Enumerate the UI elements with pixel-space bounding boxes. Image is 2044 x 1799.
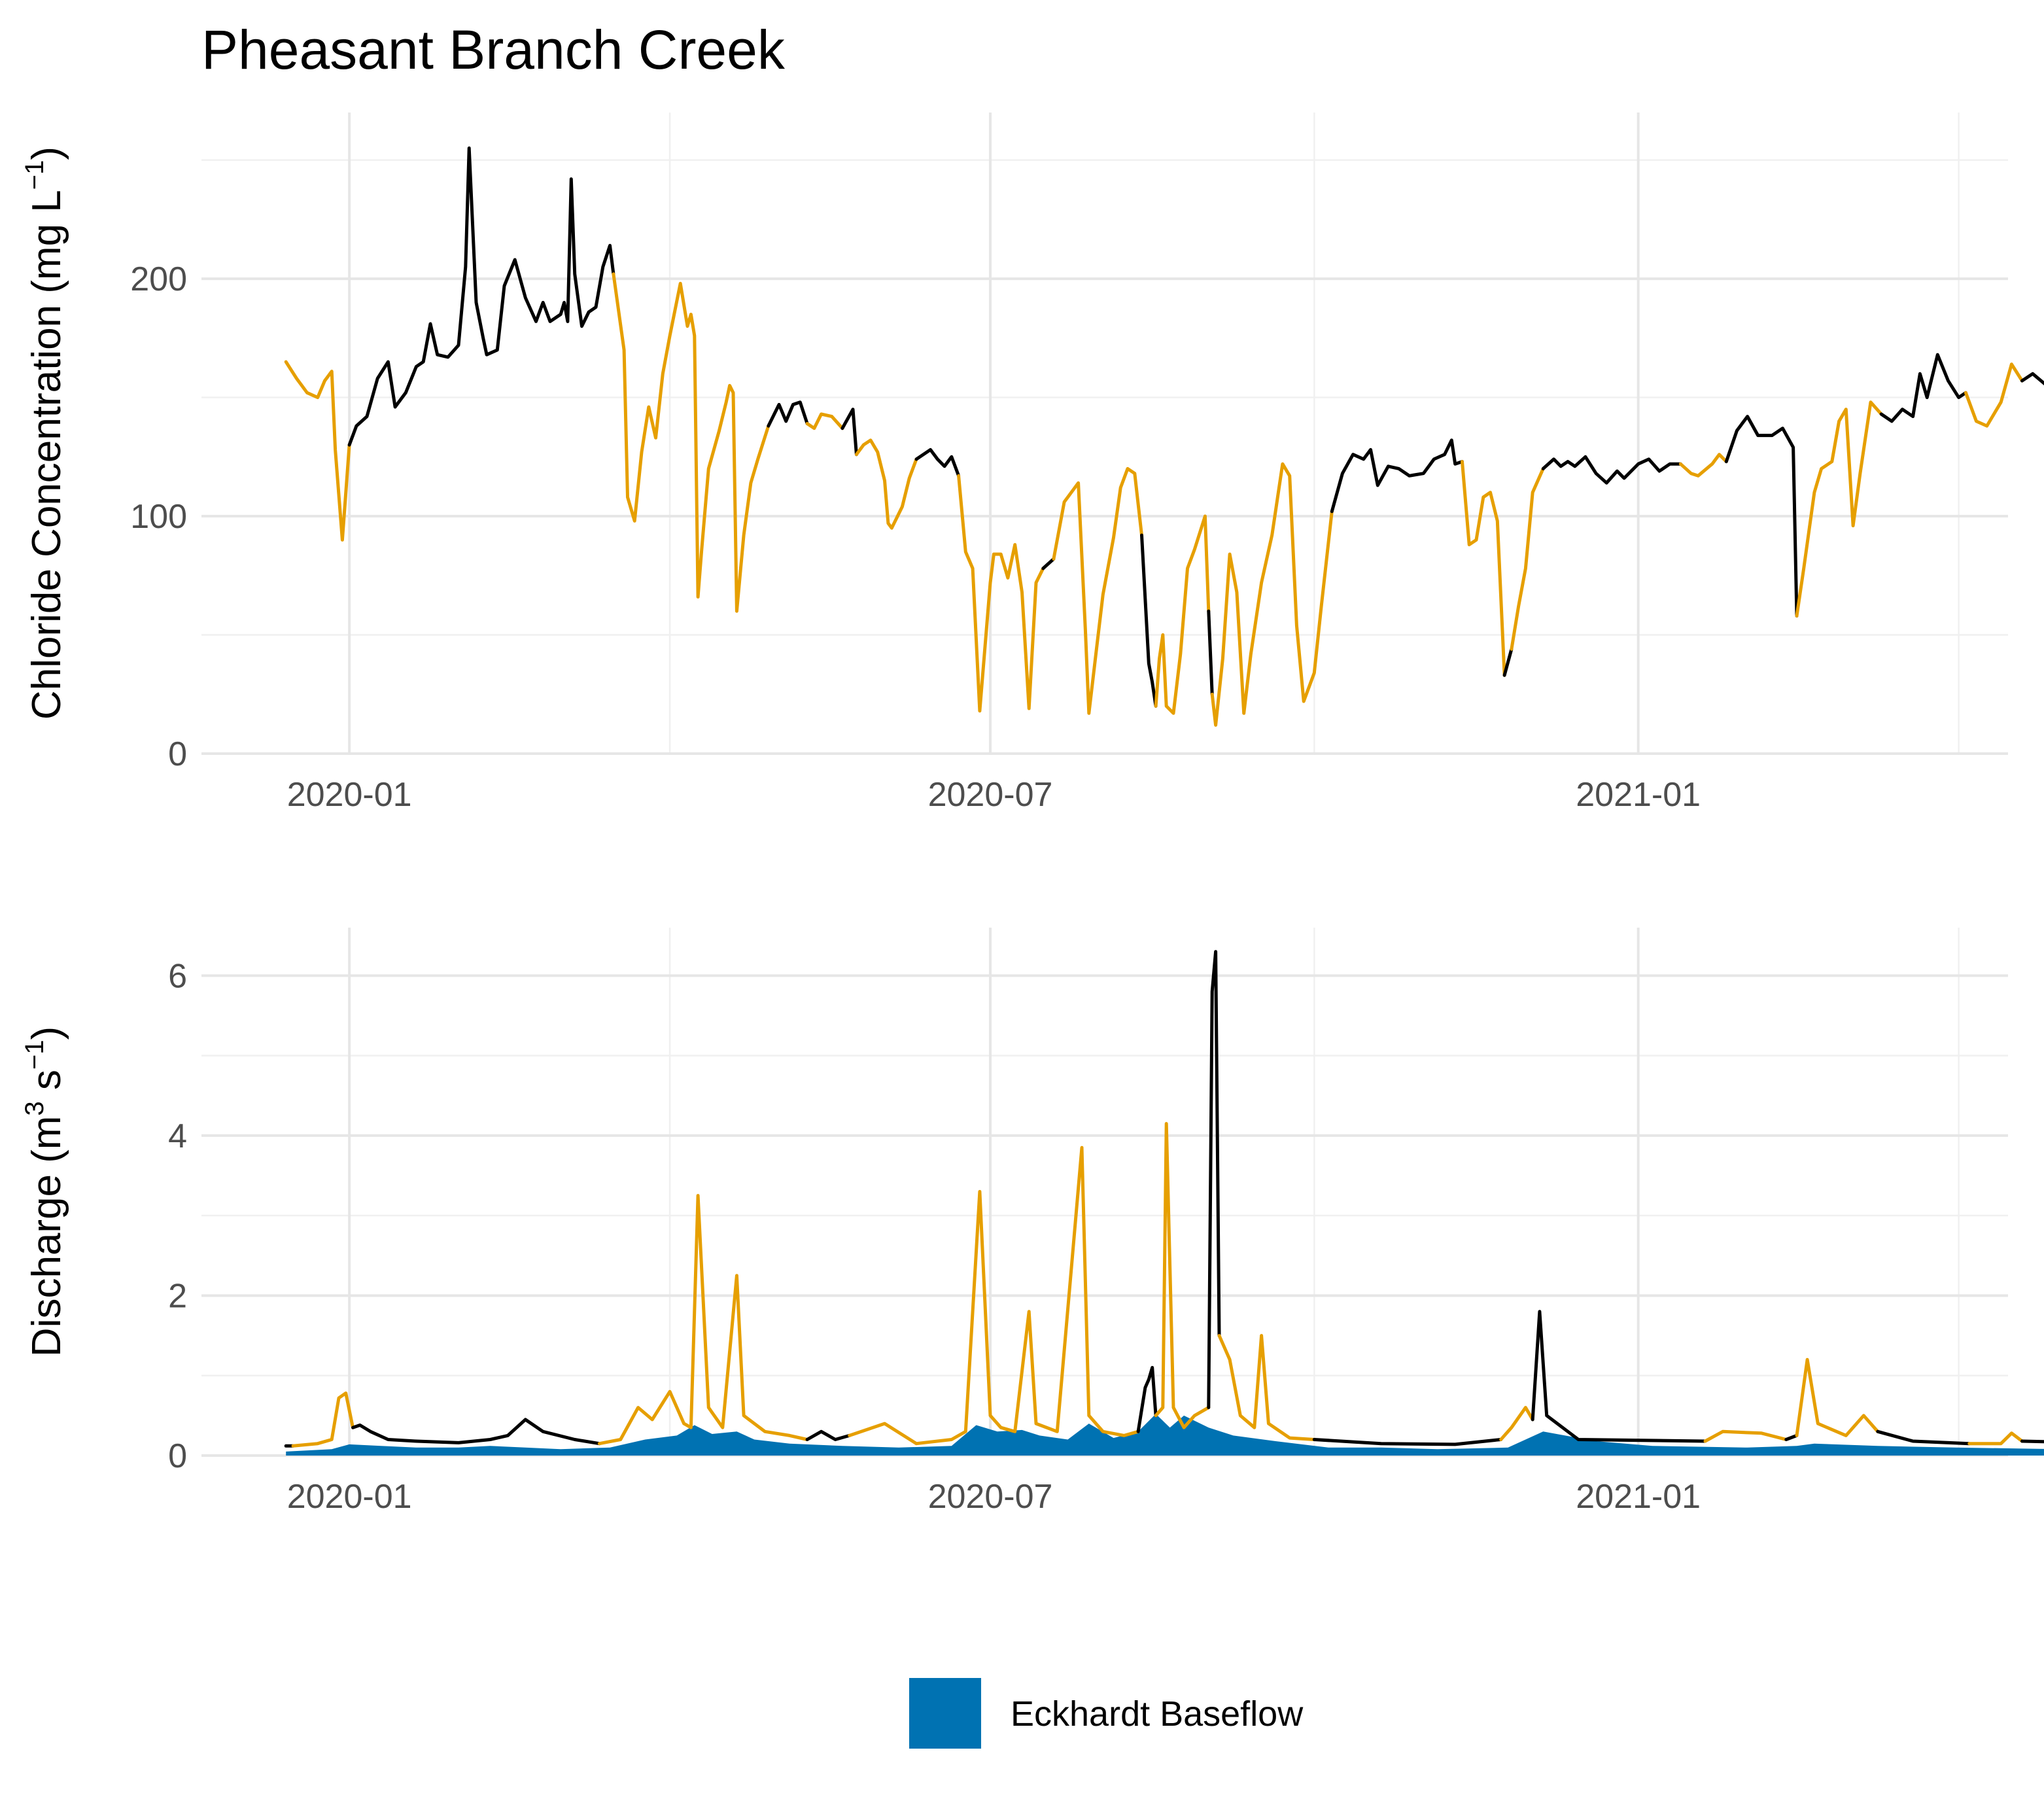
discharge-line-non-event-segment [1312,1438,1503,1446]
chloride-line-event-segment [1461,460,1506,677]
discharge-line-event-segment [1703,1429,1788,1443]
legend-baseflow-swatch [909,1678,981,1749]
legend: Eckhardt Baseflow [909,1678,1304,1749]
chloride-line-event-segment [1795,400,1883,618]
chloride-line-non-event-segment [767,400,809,428]
x-tick-label: 2021-01 [1576,776,1701,814]
y-tick-label: 6 [168,957,187,995]
chloride-line-event-segment [854,438,918,530]
y-tick-label: 200 [130,260,187,298]
chloride-line-event-segment [1510,466,1545,651]
chloride-line-non-event-segment [1502,647,1514,677]
x-tick-label: 2020-07 [928,776,1053,814]
discharge-line-event-segment [597,1194,809,1446]
chloride-line-non-event-segment [1879,353,1967,423]
baseflow-area [286,1414,2044,1456]
chloride-line-non-event-segment [914,447,961,478]
chloride-line-event-segment [957,474,1045,713]
discharge-y-axis-title: Discharge (m3 s−1) [20,1026,69,1357]
legend-baseflow-label: Eckhardt Baseflow [1011,1694,1304,1734]
chloride-line-event-segment [284,360,351,542]
discharge-line-non-event-segment [1876,1429,1971,1446]
discharge-line-event-segment [1967,1431,2024,1446]
chloride-line-event-segment [1210,462,1334,727]
discharge-line-non-event-segment [2020,1439,2044,1444]
discharge-line-non-event-segment [1531,1310,1707,1443]
x-tick-label: 2020-07 [928,1478,1053,1516]
discharge-line-non-event-segment [1784,1433,1799,1441]
chloride-line-non-event-segment [1541,455,1682,485]
discharge-panel: 0 2 4 6 2020-01 2020-07 2021-01 Discharge (m3 s… [20,928,2044,1516]
chloride-line-non-event-segment [1041,557,1056,570]
discharge-line-event-segment [848,1145,1140,1446]
y-tick-label: 4 [168,1117,187,1155]
chloride-line-event-segment [1964,362,2024,428]
chloride-line-non-event-segment [1207,609,1214,696]
chloride-line-event-segment [805,412,844,430]
x-tick-label: 2021-01 [1576,1478,1701,1516]
chloride-line-non-event-segment [840,408,858,457]
chloride-line-non-event-segment [1140,533,1158,708]
x-tick-label: 2020-01 [287,1478,412,1516]
discharge-line-event-segment [1217,1334,1316,1441]
chloride-line-event-segment [1678,453,1728,478]
discharge-line-event-segment [1154,1122,1211,1429]
chloride-line-non-event-segment [1724,415,1799,618]
discharge-line-event-segment [1795,1357,1880,1437]
chloride-line-event-segment [612,272,771,613]
chloride-line-event-segment [1154,514,1211,715]
y-tick-label: 0 [168,735,187,773]
discharge-line-non-event-segment [1207,950,1221,1410]
chart-title: Pheasant Branch Creek [201,19,786,80]
discharge-line-event-segment [1499,1406,1534,1441]
y-tick-label: 2 [168,1277,187,1315]
chloride-line-non-event-segment [347,146,615,447]
chloride-line-non-event-segment [2020,372,2044,386]
y-tick-label: 0 [168,1437,187,1475]
y-tick-label: 100 [130,498,187,536]
chloride-panel: 0 100 200 2020-01 2020-07 2021-01 Chloride Con… [20,113,2044,814]
discharge-line-non-event-segment [351,1418,601,1446]
discharge-line-event-segment [291,1391,355,1448]
discharge-line-non-event-segment [1136,1366,1158,1433]
chloride-line-event-segment [1052,466,1143,715]
x-tick-label: 2020-01 [287,776,412,814]
chloride-y-axis-title: Chloride Concentration (mg L−1) [20,147,69,720]
chloride-line-non-event-segment [1330,438,1464,514]
discharge-line-non-event-segment [805,1429,852,1441]
